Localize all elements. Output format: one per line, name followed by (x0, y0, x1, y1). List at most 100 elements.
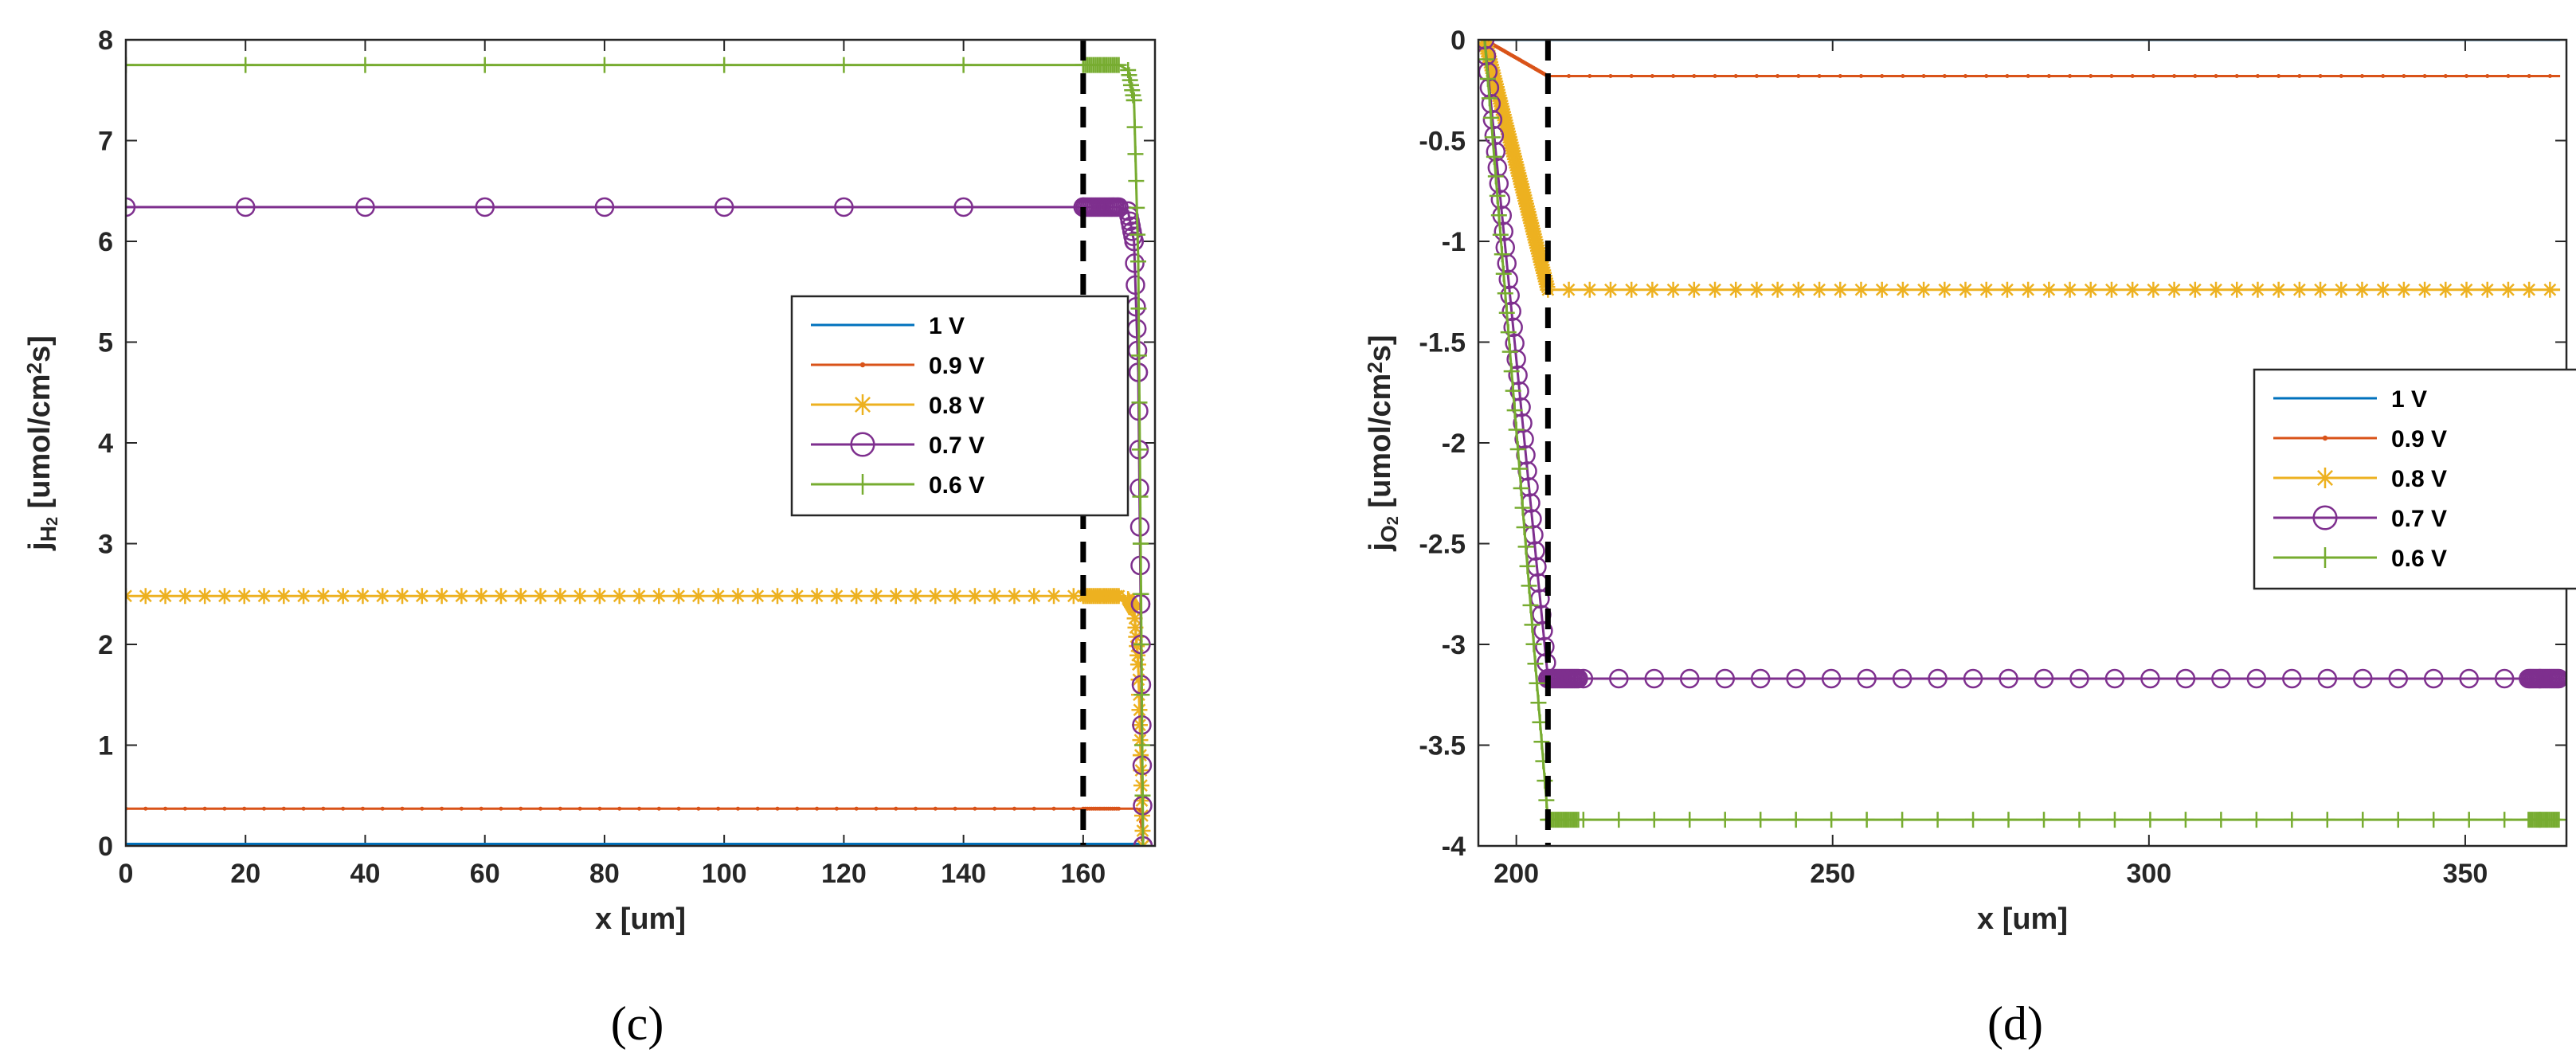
x-axis-label: x [um] (1977, 902, 2068, 936)
marker-plus (1505, 382, 1521, 399)
marker-dot (2547, 74, 2552, 79)
marker-plus (1478, 40, 1493, 48)
marker-plus (1522, 597, 1539, 613)
marker-star (1126, 610, 1143, 627)
marker-star (2291, 281, 2308, 298)
marker-plus (2319, 812, 2335, 828)
marker-dot (459, 806, 464, 811)
legend-label: 0.7 V (2391, 506, 2447, 532)
marker-star (1127, 619, 1144, 636)
marker-dot (656, 806, 661, 811)
marker-plus (237, 57, 254, 73)
marker-circle (2175, 668, 2196, 689)
marker-plus (1127, 146, 1144, 162)
x-tick-label: 20 (230, 859, 260, 889)
marker-plus (1487, 168, 1504, 185)
marker-star (296, 588, 312, 605)
marker-dot (2109, 74, 2114, 79)
marker-circle (1963, 668, 1983, 689)
marker-plus (1500, 324, 1517, 341)
marker-dot (2046, 74, 2051, 79)
marker-dot (1032, 806, 1036, 811)
marker-plus (1133, 585, 1149, 602)
marker-star (1832, 281, 1849, 298)
marker-plus (1529, 675, 1545, 691)
marker-dot (1858, 74, 1863, 79)
marker-plus (1482, 109, 1499, 126)
marker-plus (1489, 187, 1505, 204)
marker-star (512, 588, 529, 605)
marker-star (671, 588, 687, 605)
marker-star (1811, 281, 1828, 298)
marker-star (907, 588, 924, 605)
marker-star (2186, 281, 2203, 298)
marker-star (2249, 281, 2266, 298)
panel-label: (c) (611, 997, 664, 1050)
y-tick-label: 1 (98, 731, 113, 761)
marker-circle (1533, 620, 1553, 641)
marker-star (927, 588, 944, 605)
marker-circle (126, 197, 136, 217)
marker-dot (577, 806, 582, 811)
marker-dot (1051, 806, 1056, 811)
legend-label: 0.6 V (2391, 546, 2447, 572)
marker-dot (834, 806, 839, 811)
marker-star (710, 588, 726, 605)
marker-star (852, 394, 873, 415)
y-tick-label: -1 (1442, 227, 1466, 257)
marker-plus (1508, 421, 1525, 438)
marker-star (1602, 281, 1619, 298)
marker-star (1560, 281, 1577, 298)
x-tick-label: 80 (589, 859, 620, 889)
marker-plus (1752, 812, 1769, 828)
marker-circle (1126, 275, 1145, 296)
marker-star (552, 588, 569, 605)
x-tick-label: 140 (941, 859, 986, 889)
legend-entry: 0.7 V (811, 432, 985, 459)
marker-star (2437, 281, 2454, 298)
y-tick-label: 0 (1450, 25, 1466, 56)
marker-star (2061, 281, 2078, 298)
marker-dot (2402, 74, 2406, 79)
marker-circle (1857, 668, 1877, 689)
marker-plus (1717, 812, 1733, 828)
marker-dot (2214, 74, 2218, 79)
marker-circle (1486, 142, 1506, 162)
marker-plus (2425, 812, 2442, 828)
marker-plus (1516, 519, 1533, 535)
marker-dot (420, 806, 425, 811)
marker-circle (1821, 668, 1842, 689)
marker-plus (1521, 577, 1537, 594)
marker-dot (1713, 74, 1717, 79)
marker-circle (1498, 269, 1518, 290)
marker-circle (2282, 668, 2302, 689)
x-tick-label: 200 (1494, 859, 1539, 889)
marker-circle (475, 197, 495, 217)
marker-star (433, 588, 450, 605)
marker-plus (1646, 812, 1662, 828)
marker-dot (242, 806, 247, 811)
marker-plus (2461, 812, 2477, 828)
marker-dot (597, 806, 602, 811)
marker-plus (1514, 499, 1531, 516)
marker-plus (596, 57, 613, 73)
legend: 1 V 0.9 V 0.8 V 0.7 V 0.6 V (790, 295, 1129, 517)
marker-circle (1508, 365, 1528, 386)
marker-star (177, 588, 194, 605)
marker-plus (1530, 695, 1547, 711)
marker-dot (1880, 74, 1885, 79)
marker-circle (1503, 317, 1523, 338)
marker-plus (1133, 737, 1150, 754)
y-tick-label: 0 (98, 832, 113, 862)
legend-entry: 0.7 V (2273, 505, 2447, 532)
marker-dot (636, 806, 641, 811)
y-axis-label: jO2 [umol/cm2s] (1363, 335, 1402, 551)
marker-dot (360, 806, 365, 811)
marker-circle (1511, 397, 1531, 417)
marker-star (2229, 281, 2245, 298)
marker-star (2521, 281, 2538, 298)
marker-dot (301, 806, 306, 811)
marker-circle (2034, 668, 2054, 689)
marker-dot (1984, 74, 1989, 79)
